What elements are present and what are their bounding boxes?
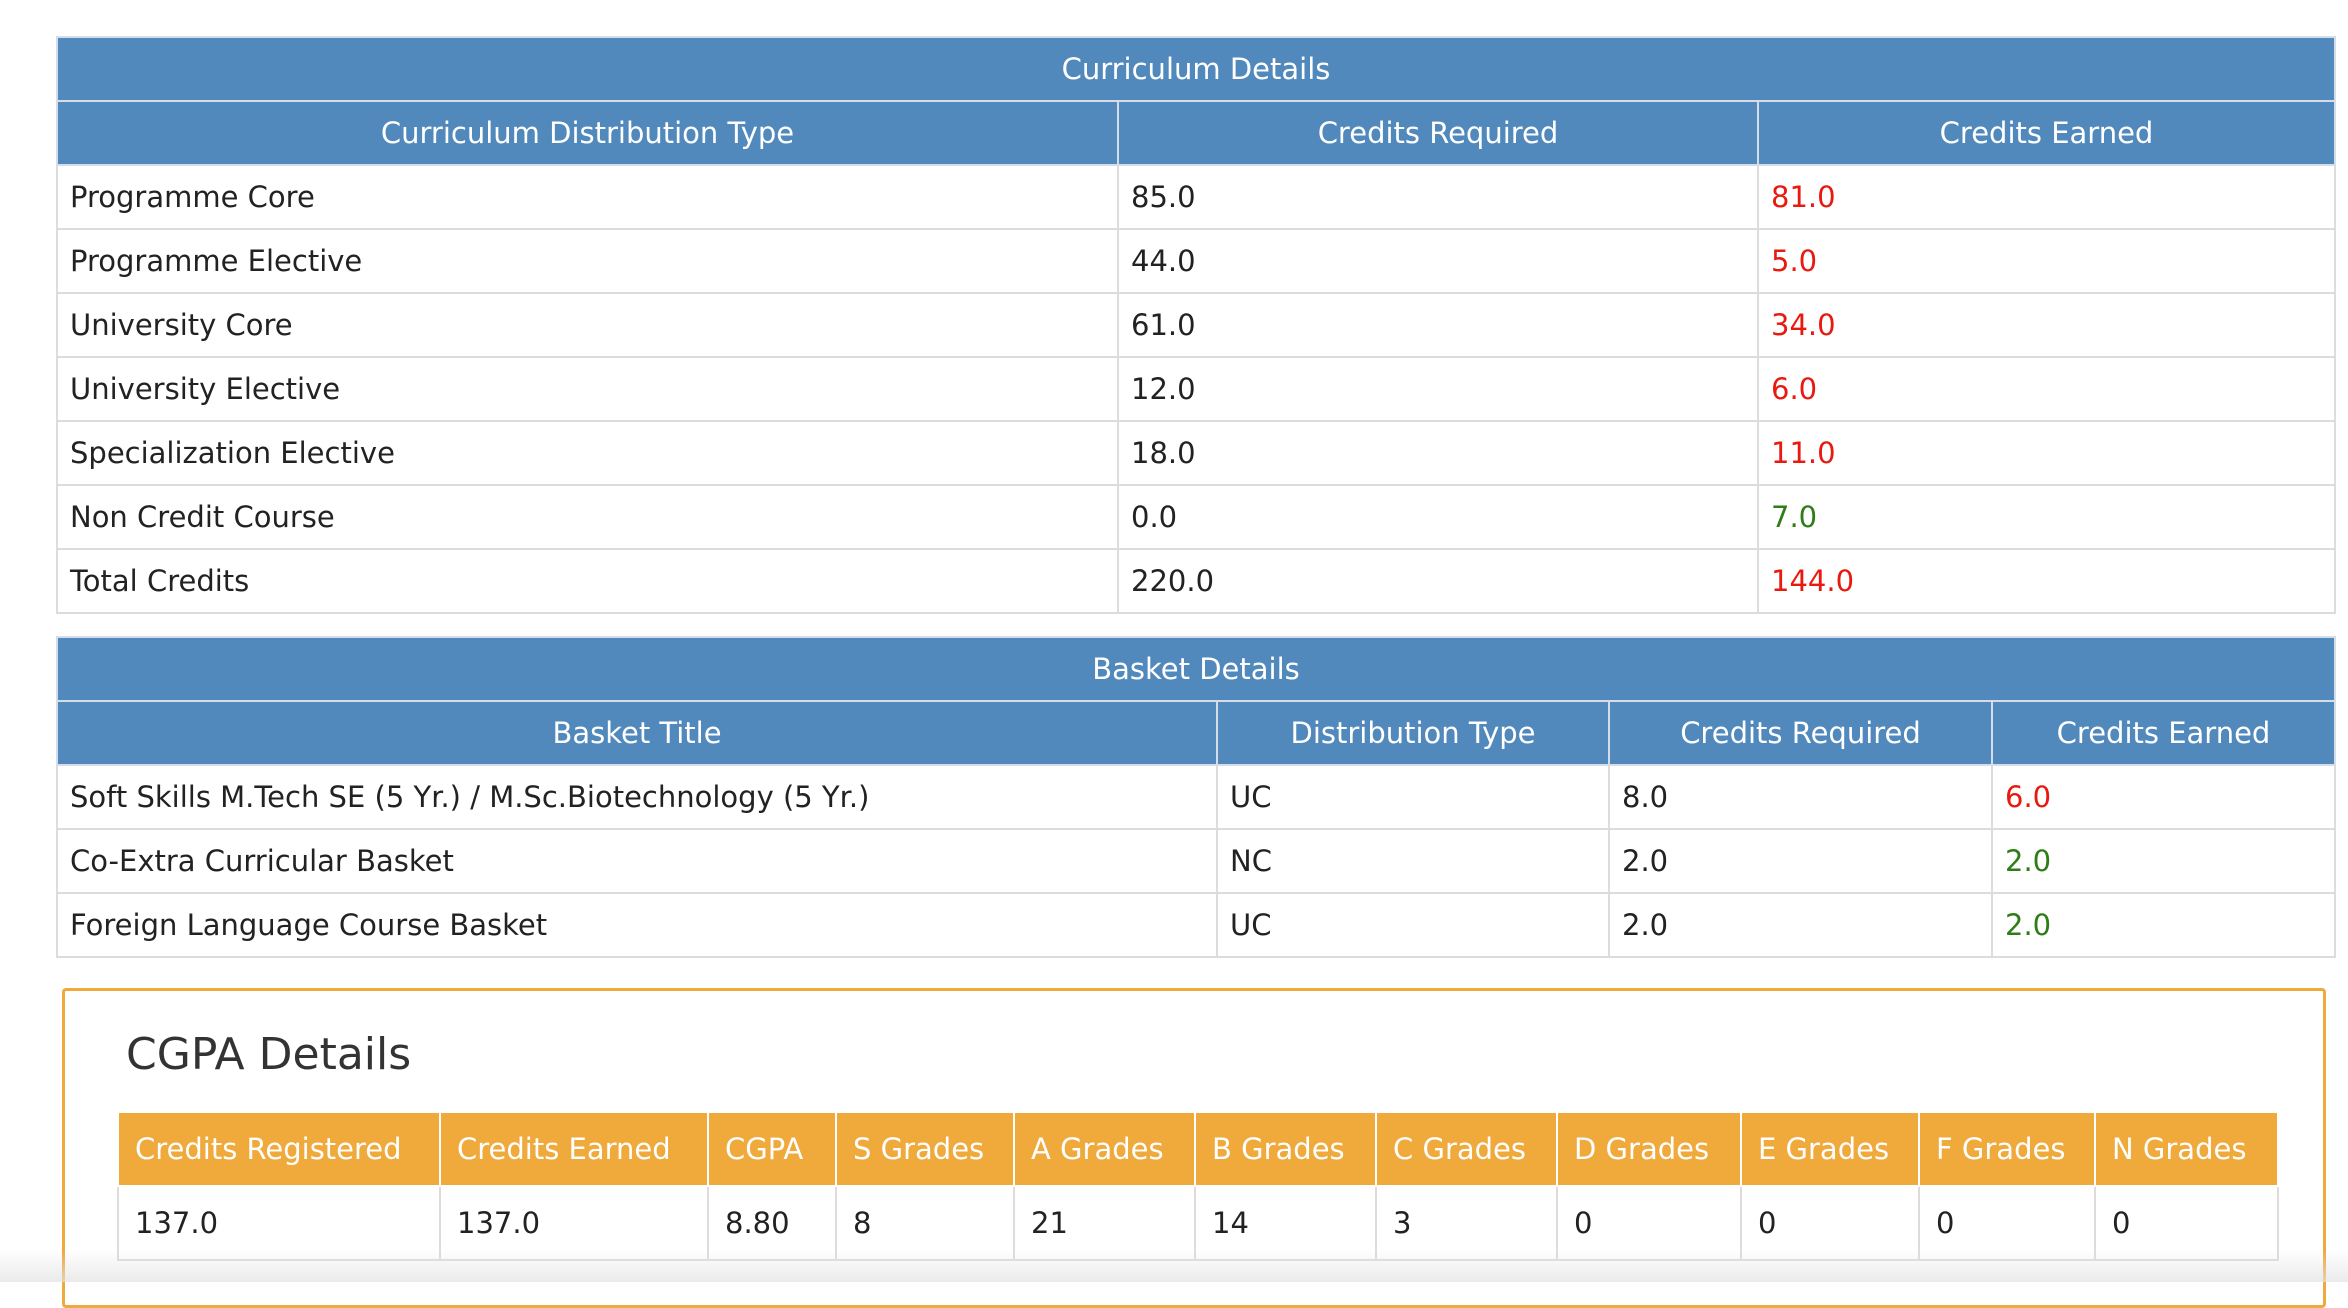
credits-required-cell: 8.0 <box>1608 764 1993 830</box>
credits-earned-cell: 2.0 <box>1990 828 2337 894</box>
curriculum-details-table: Curriculum Details Curriculum Distributi… <box>56 36 2336 614</box>
credits-required-cell: 2.0 <box>1608 828 1993 894</box>
distribution-type-cell: University Elective <box>56 356 1119 422</box>
column-header-cgpa: CGPA <box>707 1111 837 1187</box>
bottom-scroll-shadow <box>0 1250 2348 1282</box>
cgpa-cell: 8.80 <box>707 1185 837 1261</box>
column-header-credits-earned: Credits Earned <box>1757 100 2336 166</box>
credits-earned-cell: 81.0 <box>1757 164 2336 230</box>
column-header-credits-earned: Credits Earned <box>1990 700 2337 766</box>
column-header-d-grades: D Grades <box>1556 1111 1742 1187</box>
credits-earned-cell: 137.0 <box>439 1185 709 1261</box>
c-grades-cell: 3 <box>1375 1185 1558 1261</box>
distribution-type-cell: Specialization Elective <box>56 420 1119 486</box>
credits-registered-cell: 137.0 <box>117 1185 441 1261</box>
column-header-s-grades: S Grades <box>835 1111 1015 1187</box>
table-row-total: Total Credits 220.0 144.0 <box>56 548 2336 614</box>
table-row: Specialization Elective 18.0 11.0 <box>56 420 2336 486</box>
column-header-f-grades: F Grades <box>1918 1111 2096 1187</box>
distribution-type-cell: University Core <box>56 292 1119 358</box>
basket-title-cell: Co-Extra Curricular Basket <box>56 828 1218 894</box>
table-row: Non Credit Course 0.0 7.0 <box>56 484 2336 550</box>
table-row: 137.0 137.0 8.80 8 21 14 3 0 0 0 0 <box>117 1185 2279 1261</box>
credits-required-cell: 2.0 <box>1608 892 1993 958</box>
column-header-credits-required: Credits Required <box>1117 100 1759 166</box>
column-header-e-grades: E Grades <box>1740 1111 1920 1187</box>
credits-earned-cell: 5.0 <box>1757 228 2336 294</box>
table-row: Foreign Language Course Basket UC 2.0 2.… <box>56 892 2337 958</box>
column-header-distribution-type: Curriculum Distribution Type <box>56 100 1119 166</box>
credits-earned-cell: 34.0 <box>1757 292 2336 358</box>
distribution-type-cell: Programme Elective <box>56 228 1119 294</box>
column-header-credits-earned: Credits Earned <box>439 1111 709 1187</box>
credits-earned-cell: 6.0 <box>1990 764 2337 830</box>
distribution-type-cell: Non Credit Course <box>56 484 1119 550</box>
credits-required-cell: 61.0 <box>1117 292 1759 358</box>
column-header-basket-title: Basket Title <box>56 700 1218 766</box>
column-header-b-grades: B Grades <box>1194 1111 1377 1187</box>
s-grades-cell: 8 <box>835 1185 1015 1261</box>
distribution-type-cell: NC <box>1216 828 1610 894</box>
credits-required-cell: 220.0 <box>1117 548 1759 614</box>
credits-earned-cell: 2.0 <box>1990 892 2337 958</box>
cgpa-details-title: CGPA Details <box>126 1029 412 1080</box>
column-header-a-grades: A Grades <box>1013 1111 1196 1187</box>
distribution-type-cell: UC <box>1216 892 1610 958</box>
n-grades-cell: 0 <box>2094 1185 2279 1261</box>
credits-required-cell: 0.0 <box>1117 484 1759 550</box>
distribution-type-cell: UC <box>1216 764 1610 830</box>
distribution-type-cell: Programme Core <box>56 164 1119 230</box>
credits-required-cell: 18.0 <box>1117 420 1759 486</box>
credits-required-cell: 44.0 <box>1117 228 1759 294</box>
table-row: Co-Extra Curricular Basket NC 2.0 2.0 <box>56 828 2337 894</box>
basket-title-cell: Foreign Language Course Basket <box>56 892 1218 958</box>
table-row: Programme Core 85.0 81.0 <box>56 164 2336 230</box>
column-header-n-grades: N Grades <box>2094 1111 2279 1187</box>
credits-earned-cell: 7.0 <box>1757 484 2336 550</box>
a-grades-cell: 21 <box>1013 1185 1196 1261</box>
column-header-credits-registered: Credits Registered <box>117 1111 441 1187</box>
curriculum-details-title: Curriculum Details <box>56 36 2336 102</box>
f-grades-cell: 0 <box>1918 1185 2096 1261</box>
credits-required-cell: 85.0 <box>1117 164 1759 230</box>
table-row: University Elective 12.0 6.0 <box>56 356 2336 422</box>
table-row: Programme Elective 44.0 5.0 <box>56 228 2336 294</box>
credits-earned-cell: 11.0 <box>1757 420 2336 486</box>
d-grades-cell: 0 <box>1556 1185 1742 1261</box>
column-header-distribution-type: Distribution Type <box>1216 700 1610 766</box>
b-grades-cell: 14 <box>1194 1185 1377 1261</box>
basket-details-table: Basket Details Basket Title Distribution… <box>55 636 2337 958</box>
distribution-type-cell: Total Credits <box>56 548 1119 614</box>
credits-required-cell: 12.0 <box>1117 356 1759 422</box>
column-header-c-grades: C Grades <box>1375 1111 1558 1187</box>
credits-earned-cell: 144.0 <box>1757 548 2336 614</box>
cgpa-details-table: Credits Registered Credits Earned CGPA S… <box>117 1111 2279 1261</box>
cgpa-details-panel: CGPA Details Credits Registered Credits … <box>62 988 2326 1308</box>
e-grades-cell: 0 <box>1740 1185 1920 1261</box>
table-row: University Core 61.0 34.0 <box>56 292 2336 358</box>
basket-details-title: Basket Details <box>55 636 2337 702</box>
credits-earned-cell: 6.0 <box>1757 356 2336 422</box>
table-row: Soft Skills M.Tech SE (5 Yr.) / M.Sc.Bio… <box>56 764 2337 830</box>
column-header-credits-required: Credits Required <box>1608 700 1993 766</box>
basket-title-cell: Soft Skills M.Tech SE (5 Yr.) / M.Sc.Bio… <box>56 764 1218 830</box>
